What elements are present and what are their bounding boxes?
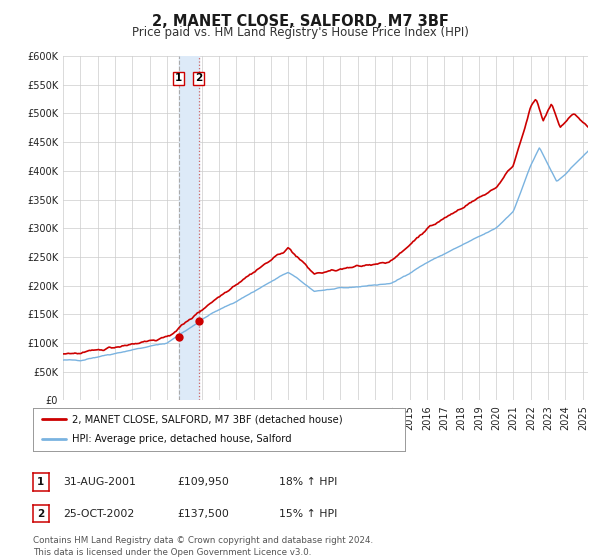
Text: £109,950: £109,950 — [177, 477, 229, 487]
Text: Contains HM Land Registry data © Crown copyright and database right 2024.
This d: Contains HM Land Registry data © Crown c… — [33, 536, 373, 557]
Text: 15% ↑ HPI: 15% ↑ HPI — [279, 508, 337, 519]
Text: 18% ↑ HPI: 18% ↑ HPI — [279, 477, 337, 487]
Bar — [179, 56, 199, 400]
Text: Price paid vs. HM Land Registry's House Price Index (HPI): Price paid vs. HM Land Registry's House … — [131, 26, 469, 39]
Text: 2: 2 — [195, 73, 202, 83]
Text: 2, MANET CLOSE, SALFORD, M7 3BF: 2, MANET CLOSE, SALFORD, M7 3BF — [152, 14, 448, 29]
Text: 1: 1 — [37, 477, 44, 487]
Text: 2: 2 — [37, 508, 44, 519]
Text: £137,500: £137,500 — [177, 508, 229, 519]
Text: 1: 1 — [175, 73, 182, 83]
Text: 2, MANET CLOSE, SALFORD, M7 3BF (detached house): 2, MANET CLOSE, SALFORD, M7 3BF (detache… — [72, 414, 343, 424]
Text: 25-OCT-2002: 25-OCT-2002 — [63, 508, 134, 519]
Text: 31-AUG-2001: 31-AUG-2001 — [63, 477, 136, 487]
Text: HPI: Average price, detached house, Salford: HPI: Average price, detached house, Salf… — [72, 434, 292, 444]
